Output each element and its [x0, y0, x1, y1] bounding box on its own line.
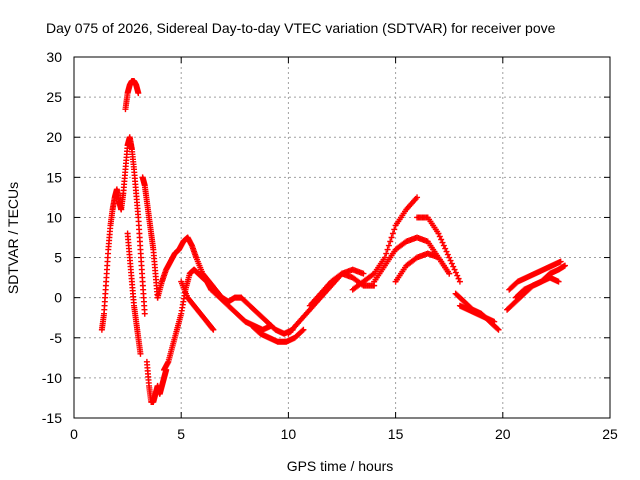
- data-point: [391, 226, 398, 233]
- series-arc-6: [143, 358, 170, 405]
- y-axis-label: SDTVAR / TECUs: [5, 182, 21, 294]
- data-point: [456, 278, 463, 285]
- y-tick-label: 15: [46, 169, 62, 185]
- x-tick-label: 20: [495, 426, 511, 442]
- x-tick-label: 15: [388, 426, 404, 442]
- data-point: [443, 248, 450, 255]
- data-point: [435, 230, 442, 237]
- series-arc-18: [392, 250, 453, 285]
- data-point: [387, 238, 394, 245]
- data-point: [442, 245, 449, 252]
- data-point: [414, 194, 421, 201]
- data-point: [446, 254, 453, 261]
- y-tick-label: 0: [54, 290, 62, 306]
- data-point: [384, 246, 391, 253]
- chart-title: Day 075 of 2026, Sidereal Day-to-day VTE…: [46, 20, 556, 36]
- data-point: [385, 242, 392, 249]
- data-point: [388, 234, 395, 241]
- y-tick-label: -15: [42, 410, 62, 426]
- data-point: [561, 262, 568, 269]
- series-arc-24: [512, 274, 562, 301]
- y-axis-ticks: -15 -10 -5 0 5 10 15 20 25 30: [42, 49, 610, 426]
- x-axis-ticks: 0 5 10 15 20 25: [70, 57, 618, 442]
- data-point: [446, 270, 453, 277]
- series-arc-15: [306, 270, 378, 309]
- y-tick-label: 20: [46, 129, 62, 145]
- data-point: [383, 250, 390, 257]
- data-point: [137, 350, 144, 357]
- data-point: [555, 278, 562, 285]
- data-points: [98, 78, 568, 405]
- y-tick-label: 5: [54, 250, 62, 266]
- x-tick-label: 5: [177, 426, 185, 442]
- data-point: [557, 258, 564, 265]
- series-arc-2: [118, 134, 148, 317]
- data-point: [209, 325, 216, 332]
- x-axis-label: GPS time / hours: [287, 458, 394, 474]
- data-point: [455, 275, 462, 282]
- data-point: [440, 242, 447, 249]
- data-point: [451, 266, 458, 273]
- data-point: [450, 263, 457, 270]
- data-point: [381, 254, 388, 261]
- y-tick-label: -10: [42, 370, 62, 386]
- data-point: [447, 257, 454, 264]
- series-arc-3: [122, 78, 142, 113]
- data-point: [452, 269, 459, 276]
- y-tick-label: 25: [46, 89, 62, 105]
- data-point: [448, 260, 455, 267]
- series-arc-23: [506, 258, 564, 293]
- data-point: [444, 251, 451, 258]
- series-arc-4: [124, 230, 144, 357]
- y-tick-label: 30: [46, 49, 62, 65]
- data-point: [494, 325, 501, 332]
- x-tick-label: 25: [602, 426, 618, 442]
- data-point: [438, 236, 445, 243]
- series-arc-13: [248, 322, 307, 345]
- y-tick-label: -5: [50, 330, 63, 346]
- data-point: [135, 90, 142, 97]
- plot-frame: [73, 56, 611, 419]
- series-arc-19: [414, 214, 463, 285]
- data-point: [495, 326, 502, 333]
- series-arc-5: [139, 174, 161, 301]
- data-point: [436, 233, 443, 240]
- series-arc-16: [349, 194, 421, 293]
- series-arc-9: [178, 278, 217, 333]
- data-point: [360, 270, 367, 277]
- data-point: [141, 310, 148, 317]
- data-point: [300, 326, 307, 333]
- series-arc-21: [456, 302, 498, 325]
- data-point: [299, 327, 306, 334]
- plot-border: [73, 56, 611, 419]
- y-tick-label: 10: [46, 209, 62, 225]
- series-arc-17: [371, 234, 453, 285]
- x-tick-label: 0: [70, 426, 78, 442]
- series-arc-8: [154, 234, 200, 301]
- data-point: [389, 230, 396, 237]
- data-point: [454, 272, 461, 279]
- data-point: [491, 318, 498, 325]
- x-tick-label: 10: [281, 426, 297, 442]
- data-point: [210, 326, 217, 333]
- data-point: [439, 239, 446, 246]
